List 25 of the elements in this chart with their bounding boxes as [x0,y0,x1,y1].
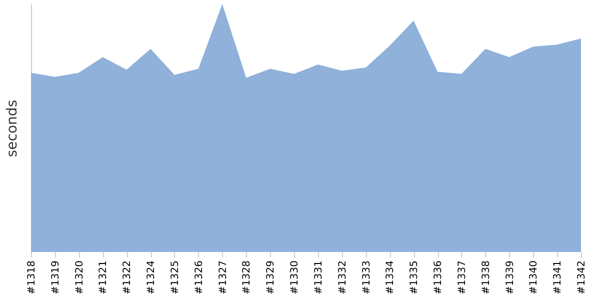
x-tick-label: #1326 [194,260,205,294]
x-tick-label: #1324 [146,260,158,294]
x-tick-label: #1319 [50,260,62,294]
x-tick-label: #1328 [242,260,253,294]
x-tick-label: #1334 [385,260,396,294]
x-tick-label: #1325 [170,260,181,294]
x-tick-label: #1339 [504,260,516,294]
y-axis-title: seconds [4,100,20,158]
x-tick-label: #1336 [433,260,444,294]
x-tick-label: #1329 [266,260,277,294]
x-tick-label: #1335 [409,260,420,294]
x-tick-label: #1330 [290,260,301,294]
x-tick-label: #1331 [313,260,324,294]
x-tick-label: #1342 [576,260,588,294]
x-tick-label: #1327 [218,260,229,294]
x-tick-label: #1320 [74,260,86,294]
x-tick-label: #1341 [552,260,564,294]
x-tick-label: #1340 [528,260,540,294]
x-tick-label: #1322 [122,260,134,294]
x-tick-label: #1321 [98,260,110,294]
x-tick-label: #1337 [456,260,468,294]
x-tick-label: #1318 [26,260,38,294]
x-tick-label: #1332 [337,260,348,294]
x-tick-label: #1338 [480,260,492,294]
x-tick-label: #1333 [361,260,372,294]
